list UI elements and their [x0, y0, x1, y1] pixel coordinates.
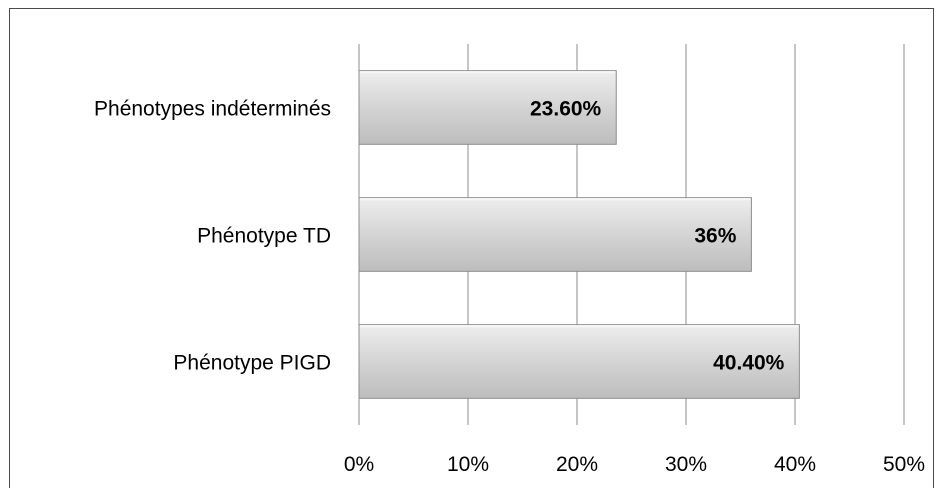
x-tick-labels: 0% 10% 20% 30% 40% 50% — [344, 453, 925, 476]
category-labels: Phénotypes indéterminés Phénotype TD Phéno… — [94, 98, 331, 375]
data-label: 23.60% — [530, 98, 602, 121]
data-label: 40.40% — [713, 352, 785, 375]
category-label: Phénotype PIGD — [173, 352, 331, 375]
category-label: Phénotypes indéterminés — [94, 98, 331, 121]
category-label: Phénotype TD — [197, 225, 331, 248]
bar — [358, 324, 800, 399]
bar — [358, 70, 617, 145]
data-labels: 23.60% 36% 40.40% — [530, 98, 785, 375]
x-tick-label: 0% — [344, 453, 374, 476]
x-tick-label: 20% — [556, 453, 598, 476]
x-tick-label: 30% — [665, 453, 707, 476]
bars — [358, 70, 800, 399]
x-tick-label: 50% — [883, 453, 925, 476]
x-tick-label: 10% — [447, 453, 489, 476]
data-label: 36% — [694, 225, 736, 248]
chart-frame — [9, 8, 934, 488]
bar — [358, 197, 752, 272]
x-tick-label: 40% — [774, 453, 816, 476]
